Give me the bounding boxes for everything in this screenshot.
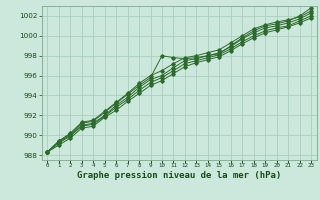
X-axis label: Graphe pression niveau de la mer (hPa): Graphe pression niveau de la mer (hPa)	[77, 171, 281, 180]
